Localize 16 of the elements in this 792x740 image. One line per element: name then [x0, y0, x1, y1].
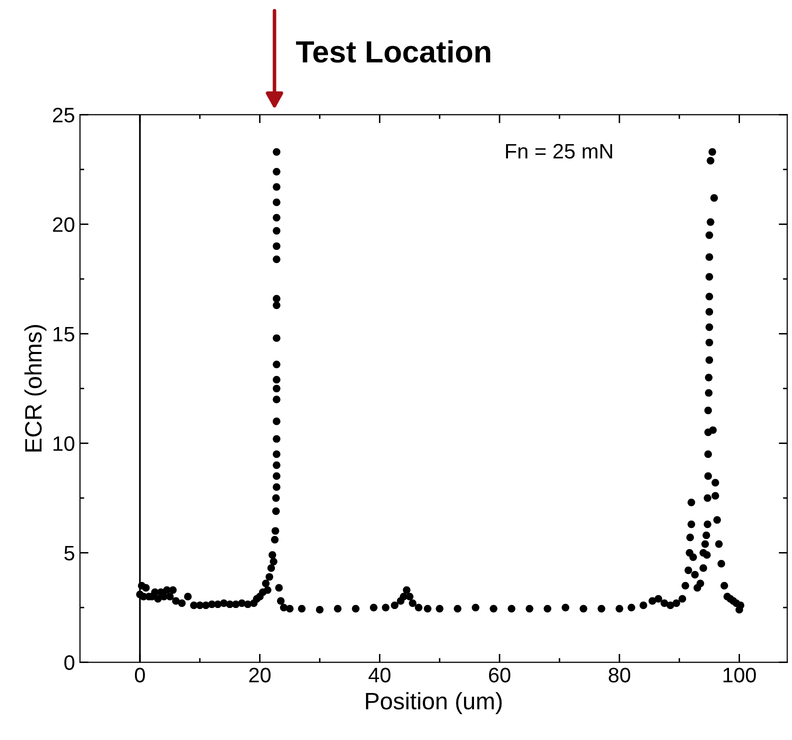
y-tick-label: 10: [54, 436, 74, 452]
x-tick-label: 80: [608, 668, 630, 682]
x-axis-title: Position (um): [366, 692, 502, 714]
y-tick-label: 20: [53, 217, 74, 232]
y-tick-label: 25: [53, 108, 74, 122]
annotation: Fn = 25 mN: [506, 144, 612, 159]
x-tick-label: 20: [249, 668, 271, 682]
y-tick-label: 5: [64, 546, 74, 561]
y-tick-label: 15: [54, 326, 74, 342]
y-tick-label: 0: [64, 655, 74, 670]
y-axis-title: ECR (ohms): [24, 325, 46, 452]
x-tick-label: 40: [368, 668, 390, 682]
x-tick-label: 0: [134, 668, 145, 682]
text: Test Location: [296, 40, 490, 63]
x-tick-label: 100: [724, 668, 756, 682]
x-tick-label: 60: [489, 668, 510, 682]
